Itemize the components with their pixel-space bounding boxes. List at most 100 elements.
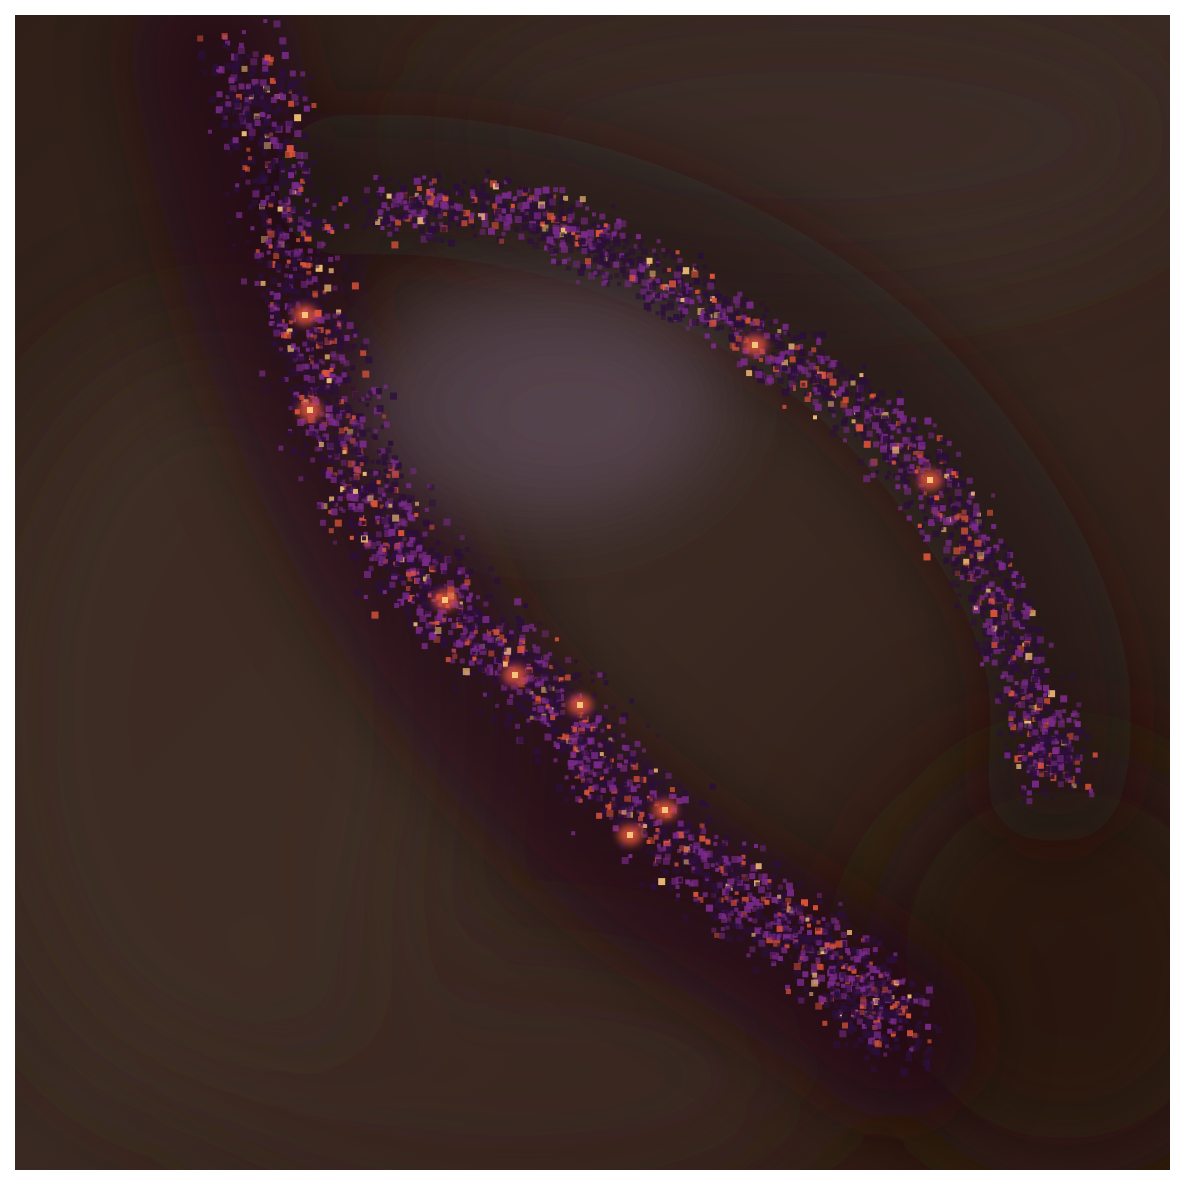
arm-speckle <box>507 218 513 224</box>
arm-speckle <box>456 204 463 212</box>
arm-speckle <box>1057 759 1063 765</box>
arm-speckle <box>429 605 436 612</box>
arm-speckle <box>1008 548 1013 553</box>
arm-speckle <box>624 759 628 764</box>
arm-speckle <box>255 177 263 185</box>
arm-speckle <box>912 456 917 461</box>
arm-speckle <box>599 258 607 265</box>
arm-speckle <box>861 940 867 946</box>
arm-speckle <box>1054 730 1059 735</box>
arm-speckle <box>665 846 672 853</box>
arm-speckle <box>923 534 931 542</box>
arm-speckle <box>839 955 844 960</box>
arm-speckle <box>333 223 339 229</box>
arm-speckle <box>392 471 400 478</box>
arm-speckle <box>800 926 805 931</box>
arm-speckle <box>763 346 770 353</box>
arm-speckle <box>922 999 930 1007</box>
arm-speckle <box>850 1009 856 1015</box>
arm-speckle <box>332 285 338 291</box>
arm-speckle <box>1028 751 1034 757</box>
arm-speckle <box>532 707 537 712</box>
arm-speckle <box>657 838 662 843</box>
arm-speckle <box>316 435 321 440</box>
arm-speckle <box>391 573 398 580</box>
arm-speckle <box>294 114 302 122</box>
arm-speckle <box>719 324 724 330</box>
arm-speckle <box>429 187 435 193</box>
arm-speckle <box>705 904 713 912</box>
arm-speckle <box>268 244 273 249</box>
arm-speckle <box>545 684 553 692</box>
arm-speckle <box>295 303 301 309</box>
arm-speckle <box>393 201 400 208</box>
arm-speckle <box>838 901 843 906</box>
arm-speckle <box>671 793 677 799</box>
arm-speckle <box>790 366 798 374</box>
arm-speckle <box>765 875 773 883</box>
arm-speckle <box>453 183 461 191</box>
arm-speckle <box>919 994 925 1000</box>
arm-speckle <box>290 316 295 321</box>
arm-speckle <box>1007 626 1013 632</box>
arm-speckle <box>705 877 709 882</box>
arm-speckle <box>783 330 788 335</box>
arm-speckle <box>869 996 873 1001</box>
arm-speckle <box>889 1005 894 1010</box>
arm-speckle <box>545 202 550 207</box>
arm-speckle <box>341 396 348 402</box>
arm-speckle <box>306 216 313 224</box>
arm-speckle <box>890 1018 897 1025</box>
arm-speckle <box>648 799 655 806</box>
arm-speckle <box>1060 718 1065 723</box>
arm-speckle <box>999 664 1003 669</box>
arm-speckle <box>284 331 292 339</box>
arm-speckle <box>279 177 284 182</box>
arm-speckle <box>829 942 836 949</box>
arm-speckle <box>857 396 863 402</box>
arm-speckle <box>817 385 824 393</box>
arm-speckle <box>442 195 449 202</box>
arm-speckle <box>978 568 985 575</box>
arm-speckle <box>746 902 754 909</box>
arm-speckle <box>925 1023 932 1030</box>
arm-speckle <box>415 626 423 634</box>
arm-speckle <box>280 94 286 101</box>
arm-speckle <box>533 748 541 756</box>
arm-speckle <box>248 204 254 210</box>
arm-speckle <box>1056 769 1064 777</box>
arm-speckle <box>383 217 390 225</box>
arm-speckle <box>1036 725 1041 730</box>
arm-speckle <box>1092 752 1098 758</box>
arm-speckle <box>609 815 614 820</box>
arm-speckle <box>558 715 565 722</box>
arm-speckle <box>696 295 701 300</box>
arm-speckle <box>717 853 723 859</box>
arm-speckle <box>409 537 416 544</box>
arm-speckle <box>541 630 549 638</box>
arm-speckle <box>892 1027 898 1034</box>
arm-speckle <box>571 785 576 790</box>
arm-speckle <box>564 674 571 681</box>
arm-speckle <box>815 927 822 935</box>
arm-speckle <box>837 949 843 955</box>
arm-speckle <box>843 367 851 375</box>
arm-speckle <box>1038 771 1045 778</box>
arm-speckle <box>434 211 441 218</box>
arm-speckle <box>343 266 348 271</box>
arm-speckle <box>468 628 473 633</box>
arm-speckle <box>304 208 309 213</box>
arm-speckle <box>674 825 682 833</box>
arm-speckle <box>856 424 864 432</box>
arm-speckle <box>536 220 541 225</box>
arm-speckle <box>318 438 323 443</box>
arm-speckle <box>710 863 715 868</box>
arm-speckle <box>460 613 465 618</box>
arm-speckle <box>331 325 339 333</box>
arm-speckle <box>1068 767 1073 771</box>
arm-speckle <box>225 40 231 46</box>
arm-speckle <box>688 850 694 856</box>
arm-speckle <box>416 566 421 572</box>
arm-speckle <box>638 263 643 268</box>
arm-speckle <box>688 283 693 288</box>
